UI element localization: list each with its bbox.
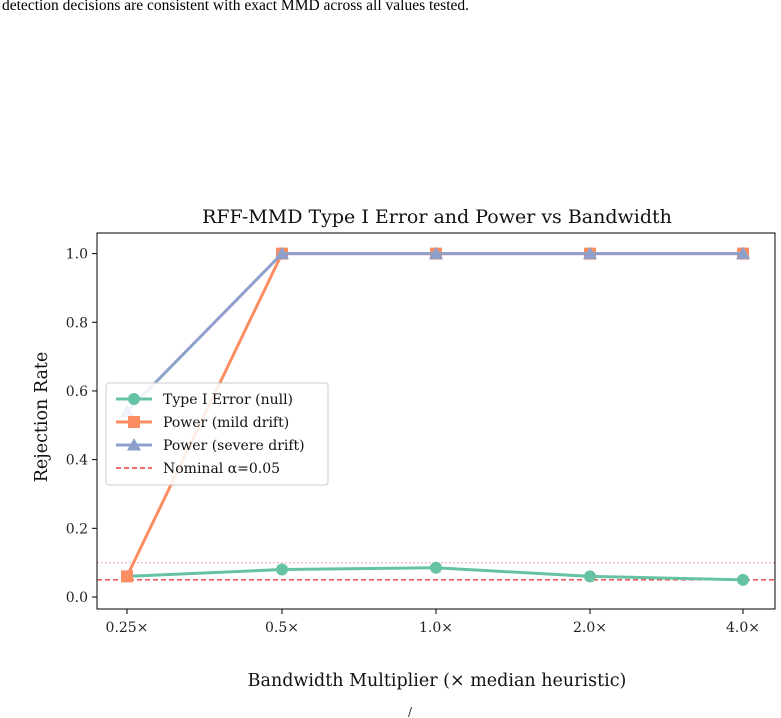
footer-mark: / <box>408 705 413 718</box>
series-2-point-2 <box>429 246 443 260</box>
y-tick-label-1: 0.2 <box>66 521 88 537</box>
x-tick-label-1: 0.5× <box>265 620 299 636</box>
legend-box <box>105 382 329 486</box>
x-tick-label-4: 4.0× <box>726 620 760 636</box>
series-0-point-4 <box>737 573 749 586</box>
legend-marker-1 <box>128 416 140 428</box>
y-axis-label: Rejection Rate <box>32 352 52 483</box>
y-tick-label-5: 1.0 <box>66 247 88 263</box>
y-tick-label-2: 0.4 <box>66 453 88 469</box>
series-2-point-4 <box>736 246 750 260</box>
x-tick-label-2: 1.0× <box>419 620 453 636</box>
legend-label-2: Power (severe drift) <box>163 438 305 454</box>
x-axis-label: Bandwidth Multiplier (× median heuristic… <box>248 671 627 691</box>
plot-area: 0.25× 0.5× 1.0× 2.0× 4.0× 0.0 0.2 0.4 0.6 0.8 1.0 <box>66 232 776 636</box>
series-0-point-1 <box>276 563 288 576</box>
legend-label-3: Nominal α=0.05 <box>163 461 280 477</box>
caption-text: detection decisions are consistent with … <box>2 0 470 14</box>
y-tick-label-3: 0.6 <box>66 384 88 400</box>
y-tick-label-0: 0.0 <box>66 590 88 606</box>
series-2-point-1 <box>275 246 289 260</box>
series-0-point-2 <box>430 561 442 574</box>
series-1-point-0 <box>121 570 133 583</box>
legend-marker-2 <box>127 438 141 451</box>
legend-label-1: Power (mild drift) <box>163 415 289 431</box>
y-tick-label-4: 0.8 <box>66 315 88 331</box>
chart-title: RFF-MMD Type I Error and Power vs Bandwi… <box>202 206 672 228</box>
series-0-point-3 <box>584 570 596 583</box>
legend: Type I Error (null) Power (mild drift) Pow… <box>105 382 329 486</box>
legend-marker-0 <box>128 393 140 405</box>
legend-label-0: Type I Error (null) <box>163 392 293 408</box>
x-tick-label-0: 0.25× <box>106 620 149 636</box>
series-2-point-3 <box>583 246 597 260</box>
x-tick-label-3: 2.0× <box>573 620 607 636</box>
